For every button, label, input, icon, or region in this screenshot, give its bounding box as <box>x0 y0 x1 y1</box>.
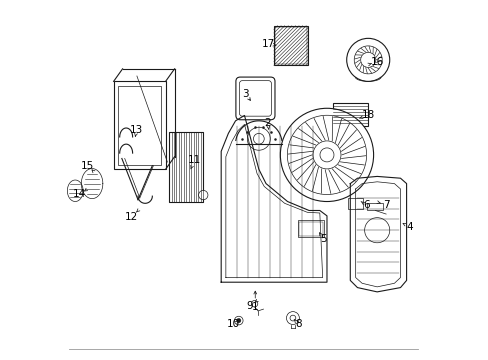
Text: 7: 7 <box>382 200 388 210</box>
Text: 10: 10 <box>227 319 240 329</box>
Bar <box>273 26 307 65</box>
Text: 8: 8 <box>294 319 301 329</box>
Text: 4: 4 <box>406 222 412 231</box>
Circle shape <box>346 39 389 81</box>
Bar <box>275 27 306 64</box>
Circle shape <box>280 108 373 202</box>
Text: 15: 15 <box>81 161 94 171</box>
Bar <box>297 220 324 237</box>
Circle shape <box>198 190 207 200</box>
Bar <box>169 132 203 202</box>
Bar <box>118 86 161 165</box>
Text: 2: 2 <box>264 118 270 128</box>
Text: 16: 16 <box>370 57 384 67</box>
Text: 18: 18 <box>361 111 374 121</box>
Text: 12: 12 <box>124 212 138 221</box>
Bar <box>366 203 383 211</box>
Bar <box>333 103 367 126</box>
Text: 14: 14 <box>73 189 86 199</box>
Text: 11: 11 <box>187 155 201 165</box>
Text: 17: 17 <box>262 39 275 49</box>
Circle shape <box>236 319 241 323</box>
Bar <box>113 81 165 169</box>
Bar <box>348 198 362 209</box>
Text: 13: 13 <box>130 125 143 135</box>
Text: 6: 6 <box>363 200 369 210</box>
Text: 9: 9 <box>246 301 253 311</box>
Text: 3: 3 <box>242 89 248 99</box>
Text: 1: 1 <box>251 302 258 312</box>
Text: 5: 5 <box>320 234 326 244</box>
Bar <box>299 222 322 235</box>
Circle shape <box>234 316 243 325</box>
Circle shape <box>353 46 382 74</box>
